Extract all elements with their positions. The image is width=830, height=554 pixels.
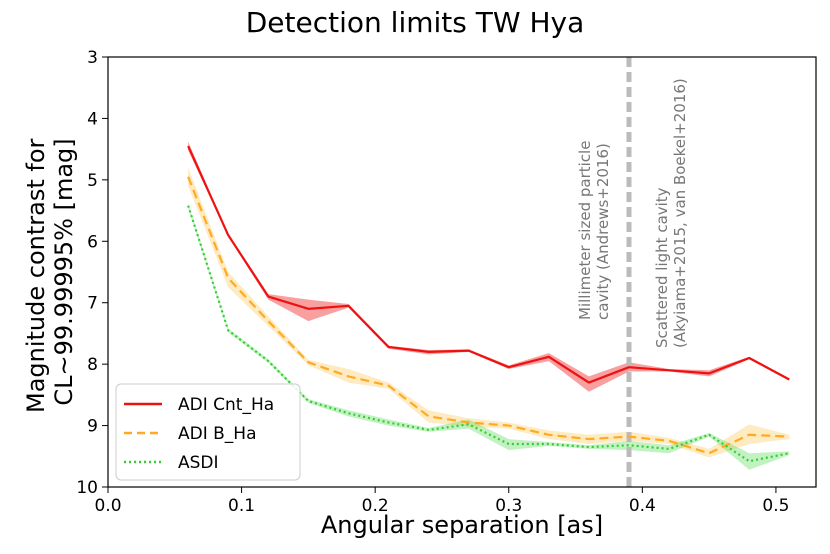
x-tick-label: 0.3 <box>495 496 522 516</box>
y-axis: 3 4 5 6 7 8 9 10 <box>76 48 108 498</box>
y-tick-label: 4 <box>87 109 98 129</box>
y-tick-label: 7 <box>87 294 98 314</box>
x-tick-label: 0.5 <box>762 496 789 516</box>
annotation-1-line-2: cavity (Andrews+2016) <box>594 143 612 320</box>
y-tick-label: 8 <box>87 355 98 375</box>
x-axis: 0.0 0.1 0.2 0.3 0.4 0.5 <box>94 487 789 516</box>
legend-label-adi-cnt-ha: ADI Cnt_Ha <box>178 395 274 415</box>
series-line-adi-cnt-ha <box>187 145 790 384</box>
x-axis-label: Angular separation [as] <box>321 511 603 539</box>
series-lines <box>187 145 790 463</box>
annotation-1: Millimeter sized particlecavity (Andrews… <box>576 141 612 320</box>
band-adi-cnt-ha <box>188 141 790 392</box>
y-axis-label-line-2: CL~99.99995% [mag] <box>50 138 78 405</box>
y-tick-label: 5 <box>87 171 98 191</box>
legend-label-adi-b-ha: ADI B_Ha <box>178 424 257 444</box>
annotation-2-line-1: Scattered light cavity <box>653 187 671 348</box>
x-tick-label: 0.4 <box>629 496 656 516</box>
y-tick-label: 10 <box>76 478 98 498</box>
annotation-2: Scattered light cavity(Akyiama+2015, van… <box>653 78 689 348</box>
plot-frame <box>107 56 817 488</box>
annotations: Millimeter sized particlecavity (Andrews… <box>576 78 689 348</box>
y-tick-label: 3 <box>87 48 98 68</box>
y-tick-label: 6 <box>87 232 98 252</box>
legend: ADI Cnt_Ha ADI B_Ha ASDI <box>115 383 301 481</box>
y-axis-label: Magnitude contrast for CL~99.99995% [mag… <box>22 131 78 413</box>
x-tick-label: 0.1 <box>228 496 255 516</box>
x-tick-label: 0.2 <box>362 496 389 516</box>
legend-label-asdi: ASDI <box>178 453 219 473</box>
series-line-adi-b-ha <box>187 176 790 455</box>
annotation-2-line-2: (Akyiama+2015, van Boekel+2016) <box>671 78 689 348</box>
x-tick-label: 0.0 <box>94 496 121 516</box>
annotation-1-line-1: Millimeter sized particle <box>576 141 594 320</box>
y-tick-label: 9 <box>87 417 98 437</box>
chart-title: Detection limits TW Hya <box>246 6 584 39</box>
y-axis-label-line-1: Magnitude contrast for <box>22 138 50 413</box>
legend-box <box>115 383 301 481</box>
